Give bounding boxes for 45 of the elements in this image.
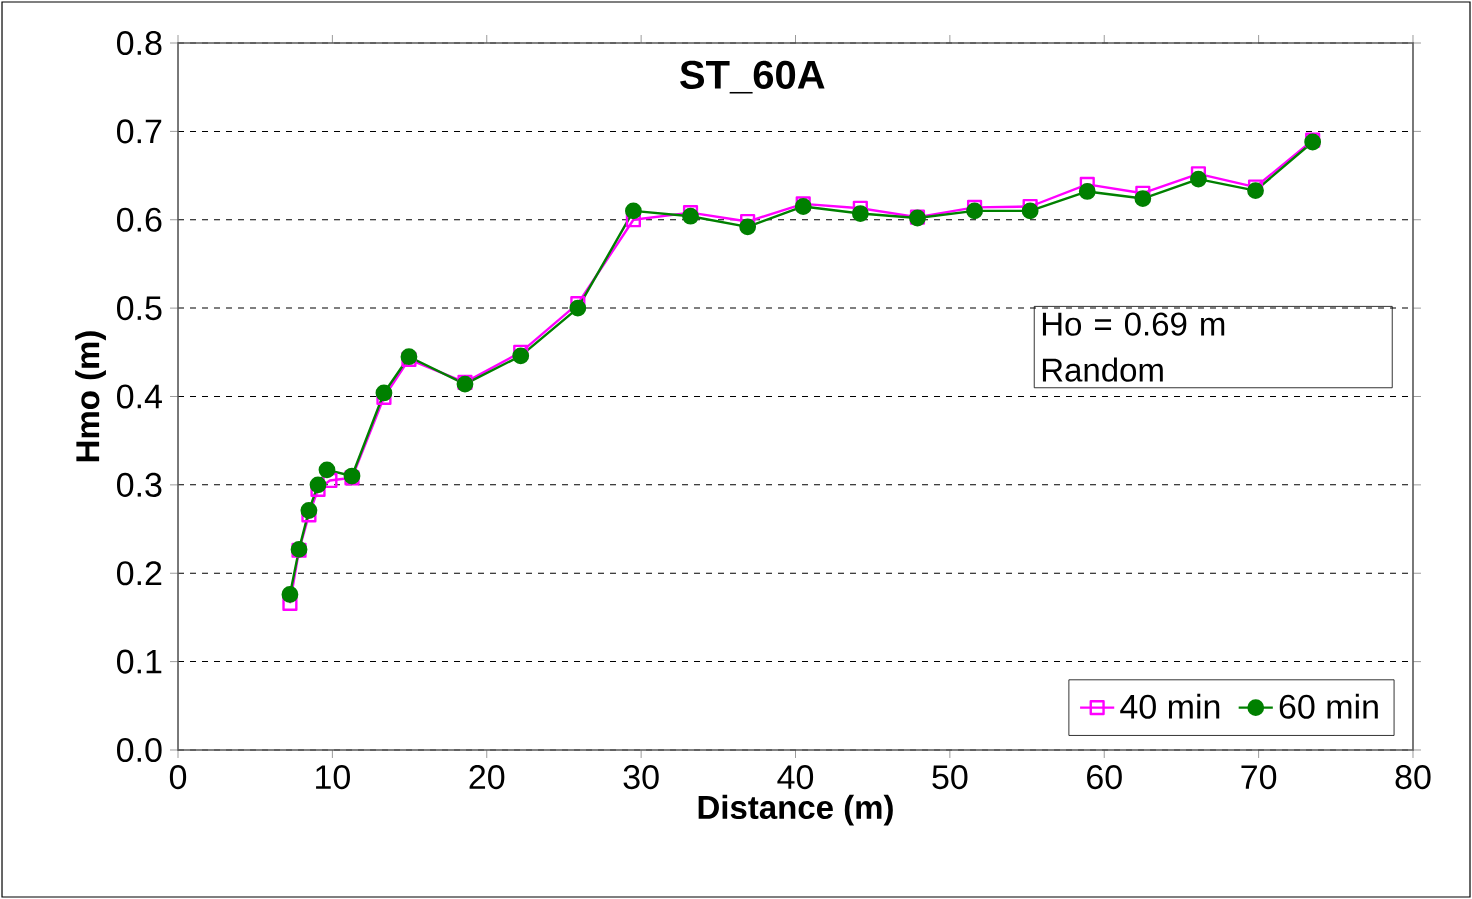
y-tick-label: 0.5 — [117, 296, 162, 321]
y-axis-title: Hmo (m) — [75, 331, 106, 462]
point — [966, 202, 983, 220]
point — [851, 205, 869, 222]
x-tick-label: 30 — [623, 765, 659, 790]
x-tick-label: 50 — [932, 765, 968, 790]
annotation: Random — [1042, 357, 1163, 382]
annotation: Ho = 0.69 m — [1042, 312, 1225, 336]
point — [300, 502, 318, 519]
point — [1190, 170, 1207, 188]
y-tick-label: 0.0 — [117, 737, 162, 763]
x-axis-title: Distance (m) — [698, 794, 893, 826]
point — [1134, 190, 1152, 207]
legend-label: 40 min — [1120, 693, 1220, 719]
y-tick-label: 0.8 — [117, 30, 162, 56]
point — [625, 202, 642, 220]
x-tick-label: 60 — [1087, 765, 1122, 790]
point — [569, 299, 587, 317]
x-tick-label: 40 — [777, 765, 814, 790]
chart-title: ST_60A — [680, 60, 825, 94]
point — [282, 595, 298, 611]
x-tick-label: 20 — [469, 765, 505, 790]
x-tick-label: 80 — [1395, 765, 1431, 790]
point — [322, 472, 338, 489]
legend-label: 60 min — [1279, 693, 1378, 719]
x-tick-label: 70 — [1241, 765, 1277, 790]
point — [625, 212, 642, 228]
point — [281, 586, 299, 603]
y-tick-label: 0.1 — [117, 649, 162, 674]
point — [318, 461, 336, 479]
point — [375, 384, 393, 402]
y-tick-label: 0.6 — [117, 207, 162, 232]
x-tick-label: 10 — [316, 765, 350, 790]
y-tick-label: 0.4 — [117, 384, 162, 409]
x-tick-label: 0 — [169, 765, 187, 790]
point — [739, 218, 757, 236]
point — [309, 476, 327, 494]
point — [512, 347, 530, 365]
point — [1021, 202, 1039, 220]
y-tick-label: 0.2 — [117, 561, 162, 586]
point — [682, 207, 699, 225]
point — [1078, 183, 1096, 200]
y-tick-label: 0.3 — [117, 472, 162, 497]
point — [1247, 182, 1264, 199]
y-tick-label: 0.7 — [117, 119, 162, 144]
